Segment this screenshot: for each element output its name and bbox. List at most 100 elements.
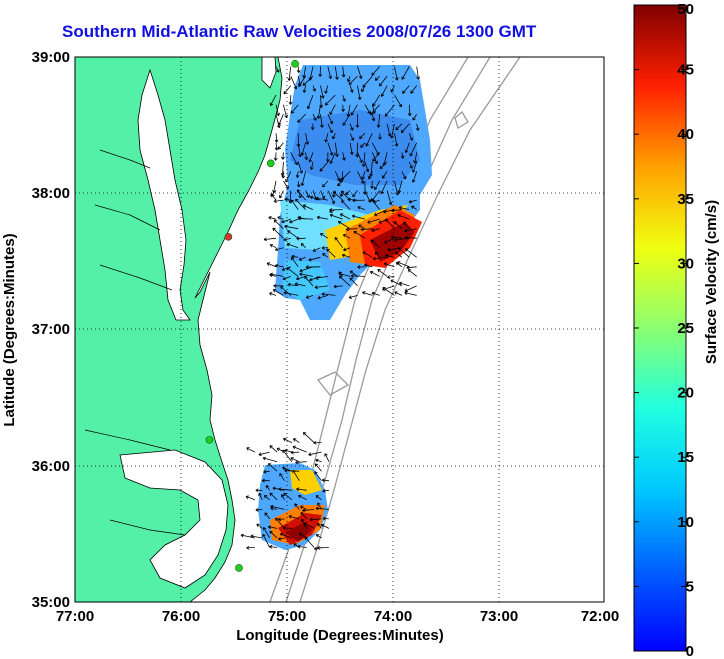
velocity-arrow (361, 171, 366, 180)
velocity-arrow (294, 503, 300, 510)
velocity-arrow (277, 216, 284, 220)
velocity-arrow (269, 244, 277, 249)
velocity-arrow (270, 504, 285, 510)
velocity-arrow (281, 152, 285, 160)
velocity-arrow (390, 123, 395, 139)
velocity-arrow (327, 190, 335, 205)
velocity-arrow (329, 104, 336, 115)
velocity-arrow (256, 523, 263, 529)
velocity-arrow (360, 227, 373, 232)
velocity-arrow (329, 208, 343, 212)
velocity-arrow (397, 214, 410, 220)
velocity-arrow (267, 463, 278, 472)
velocity-arrow (296, 236, 306, 241)
velocity-arrow (309, 276, 321, 282)
colorbar-tick-label: 20 (677, 385, 694, 402)
velocity-arrow (305, 133, 310, 145)
velocity-arrow (322, 488, 329, 493)
velocity-arrow (365, 133, 373, 147)
velocity-arrow (398, 281, 410, 287)
velocity-arrow (314, 285, 328, 290)
colorbar-tick-label: 30 (677, 255, 694, 272)
velocity-arrow (302, 508, 315, 513)
velocity-arrow (273, 219, 284, 229)
velocity-arrows (240, 66, 421, 551)
velocity-arrow (315, 506, 329, 511)
velocity-arrow (302, 66, 307, 79)
plot-frame (74, 56, 605, 603)
velocity-arrow (349, 85, 354, 93)
velocity-arrow (290, 199, 299, 210)
velocity-field (258, 65, 432, 550)
radar-stations (205, 60, 299, 572)
velocity-arrow (269, 445, 278, 453)
velocity-arrow (325, 152, 330, 163)
x-tick-labels: 77:00 76:00 75:00 74:00 73:00 72:00 (56, 608, 619, 625)
velocity-arrow (361, 152, 366, 168)
velocity-arrow (272, 180, 277, 194)
velocity-arrow (277, 114, 284, 126)
velocity-arrow (302, 75, 314, 86)
velocity-arrow (327, 142, 334, 156)
velocity-arrow (404, 285, 417, 292)
velocity-arrow (300, 171, 306, 186)
velocity-arrow (357, 66, 363, 79)
velocity-arrow (413, 152, 418, 164)
velocity-arrow (324, 133, 329, 143)
velocity-arrow (338, 272, 351, 277)
velocity-arrow (315, 196, 328, 201)
velocity-arrow (322, 253, 329, 258)
velocity-arrow (408, 199, 417, 204)
velocity-arrow (327, 123, 333, 134)
velocity-arrow (341, 66, 346, 78)
velocity-arrow (316, 104, 321, 119)
velocity-arrow (250, 534, 263, 539)
velocity-arrow (372, 152, 381, 162)
velocity-arrow (286, 242, 299, 249)
velocity-arrow (357, 152, 363, 164)
velocity-arrow (317, 295, 329, 300)
velocity-arrow (329, 213, 343, 220)
velocity-arrow (322, 180, 329, 188)
velocity-arrow (289, 218, 299, 224)
velocity-arrow (384, 104, 395, 117)
velocity-arrow (308, 451, 322, 457)
chart-title: Southern Mid-Atlantic Raw Velocities 200… (62, 22, 537, 41)
velocity-arrow (324, 85, 329, 94)
velocity-arrow (408, 161, 413, 169)
velocity-arrow (415, 123, 420, 131)
velocity-arrow (303, 522, 315, 529)
velocity-arrow (341, 104, 345, 112)
colorbar-tick-label: 40 (677, 126, 694, 143)
velocity-arrow (342, 113, 351, 126)
velocity-arrow (370, 180, 374, 189)
velocity-arrow (297, 113, 306, 123)
velocity-arrow (372, 94, 381, 107)
velocity-arrow (339, 213, 351, 220)
velocity-arrow (296, 133, 301, 148)
velocity-arrow (282, 437, 293, 443)
velocity-arrow (320, 85, 325, 99)
velocity-arrow (319, 161, 329, 172)
velocity-arrow (376, 114, 381, 128)
velocity-arrow (347, 75, 351, 83)
velocity-arrow (281, 266, 291, 271)
velocity-arrow (262, 456, 278, 463)
velocity-arrow (334, 142, 339, 157)
velocity-arrow (302, 85, 307, 93)
velocity-arrow (304, 275, 314, 287)
velocity-arrow (299, 266, 314, 273)
x-tick: 74:00 (374, 608, 412, 625)
velocity-arrow (305, 190, 310, 198)
colorbar (633, 4, 687, 652)
velocity-arrow (273, 199, 284, 203)
velocity-arrow (287, 230, 299, 239)
velocity-arrow (397, 180, 403, 194)
y-tick: 37:00 (32, 321, 70, 338)
station-marker (224, 233, 233, 241)
velocity-arrow (281, 218, 291, 224)
velocity-arrow (263, 469, 270, 474)
velocity-arrow (297, 544, 307, 549)
velocity-arrow (290, 152, 298, 166)
velocity-arrow (278, 517, 285, 522)
